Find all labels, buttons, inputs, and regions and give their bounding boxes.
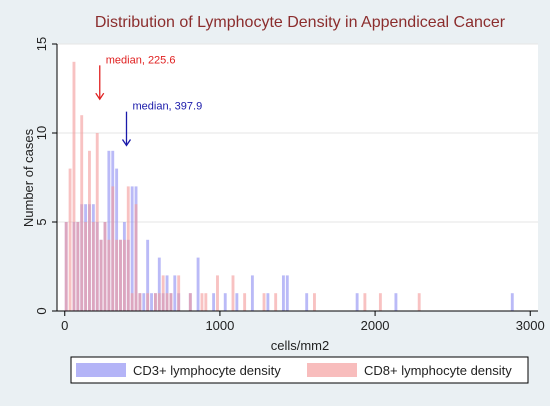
bar-cd8	[134, 204, 138, 311]
bar-cd8	[313, 293, 316, 311]
bar-cd3	[510, 293, 514, 311]
bar-cd8	[378, 293, 382, 311]
legend-box	[70, 356, 529, 384]
bar-cd8	[165, 293, 169, 311]
bar-cd8	[231, 275, 235, 311]
bar-cd8	[115, 239, 119, 311]
median-arrow-cd3-head	[121, 139, 132, 147]
bar-cd8	[91, 222, 95, 311]
bar-cd8	[274, 293, 278, 311]
y-tick-label: 5	[34, 218, 49, 225]
x-tick-label: 0	[61, 318, 68, 333]
bar-cd8	[72, 61, 76, 311]
bar-cd3	[355, 293, 359, 311]
bar-cd8	[157, 293, 161, 311]
bar-cd8	[111, 186, 115, 311]
bar-cd8	[188, 293, 192, 311]
bar-cd3	[266, 293, 270, 311]
bar-cd8	[169, 293, 173, 311]
median-label-cd8: median, 225.6	[106, 54, 176, 66]
legend: CD3+ lymphocyte density CD8+ lymphocyte …	[70, 356, 529, 384]
bar-cd8	[243, 293, 247, 311]
bar-cd8	[84, 222, 88, 311]
bar-cd8	[119, 239, 122, 311]
x-tick-label: 3000	[516, 318, 545, 333]
y-tick-label: 15	[34, 37, 49, 51]
bar-cd8	[417, 293, 421, 311]
legend-swatch-cd8	[307, 363, 357, 377]
bar-cd3	[281, 275, 285, 311]
bar-cd8	[153, 293, 157, 311]
bar-cd8	[80, 115, 84, 311]
bar-cd3	[250, 275, 254, 311]
bar-cd3	[173, 275, 177, 311]
bar-cd3	[285, 275, 289, 311]
bar-cd8	[146, 293, 150, 311]
bar-cd8	[138, 293, 142, 311]
bar-cd8	[68, 168, 72, 311]
bar-cd8	[95, 133, 99, 311]
bar-cd8	[126, 186, 130, 311]
bar-cd3	[212, 293, 216, 311]
bar-cd3	[305, 293, 309, 311]
legend-swatch-cd3	[76, 363, 126, 377]
bar-cd8	[363, 293, 367, 311]
median-annotations: median, 225.6 median, 397.9	[95, 54, 202, 147]
bar-cd8	[130, 293, 134, 311]
bar-cd3	[157, 257, 161, 311]
bar-cd3	[223, 293, 227, 311]
chart-title: Distribution of Lymphocyte Density in Ap…	[95, 14, 506, 31]
bar-cd8	[76, 222, 80, 311]
bar-cd8	[107, 239, 111, 311]
bar-cd3	[235, 293, 239, 311]
bar-cd8	[99, 239, 103, 311]
bar-cd3	[196, 257, 200, 311]
bar-cd3	[142, 293, 146, 311]
x-tick-label: 1000	[205, 318, 234, 333]
axes: 0 1000 2000 3000 0 5 10 15	[34, 37, 545, 333]
bar-cd8	[216, 275, 219, 311]
y-tick-label: 10	[34, 126, 49, 140]
bar-cd3	[130, 186, 134, 311]
bar-cd3	[394, 293, 398, 311]
bar-cd8	[161, 275, 165, 311]
bar-cd8	[177, 275, 181, 311]
bar-cd8	[64, 222, 68, 311]
x-axis-title: cells/mm2	[271, 338, 330, 353]
legend-label-cd8: CD8+ lymphocyte density	[364, 363, 512, 378]
median-label-cd3: median, 397.9	[132, 101, 202, 113]
bar-cd8	[88, 150, 91, 311]
bar-cd3	[150, 293, 153, 311]
bar-cd8	[204, 293, 208, 311]
bars	[64, 61, 514, 311]
bar-cd3	[146, 239, 150, 311]
legend-label-cd3: CD3+ lymphocyte density	[133, 363, 281, 378]
y-tick-label: 0	[34, 307, 49, 314]
median-arrow-cd8-head	[95, 92, 105, 101]
bar-cd8	[200, 293, 204, 311]
y-axis-title: Number of cases	[21, 128, 36, 227]
bar-cd8	[122, 239, 126, 311]
bar-cd3	[107, 150, 111, 311]
bar-cd8	[103, 222, 107, 311]
x-tick-label: 2000	[361, 318, 390, 333]
bar-cd8	[262, 293, 266, 311]
